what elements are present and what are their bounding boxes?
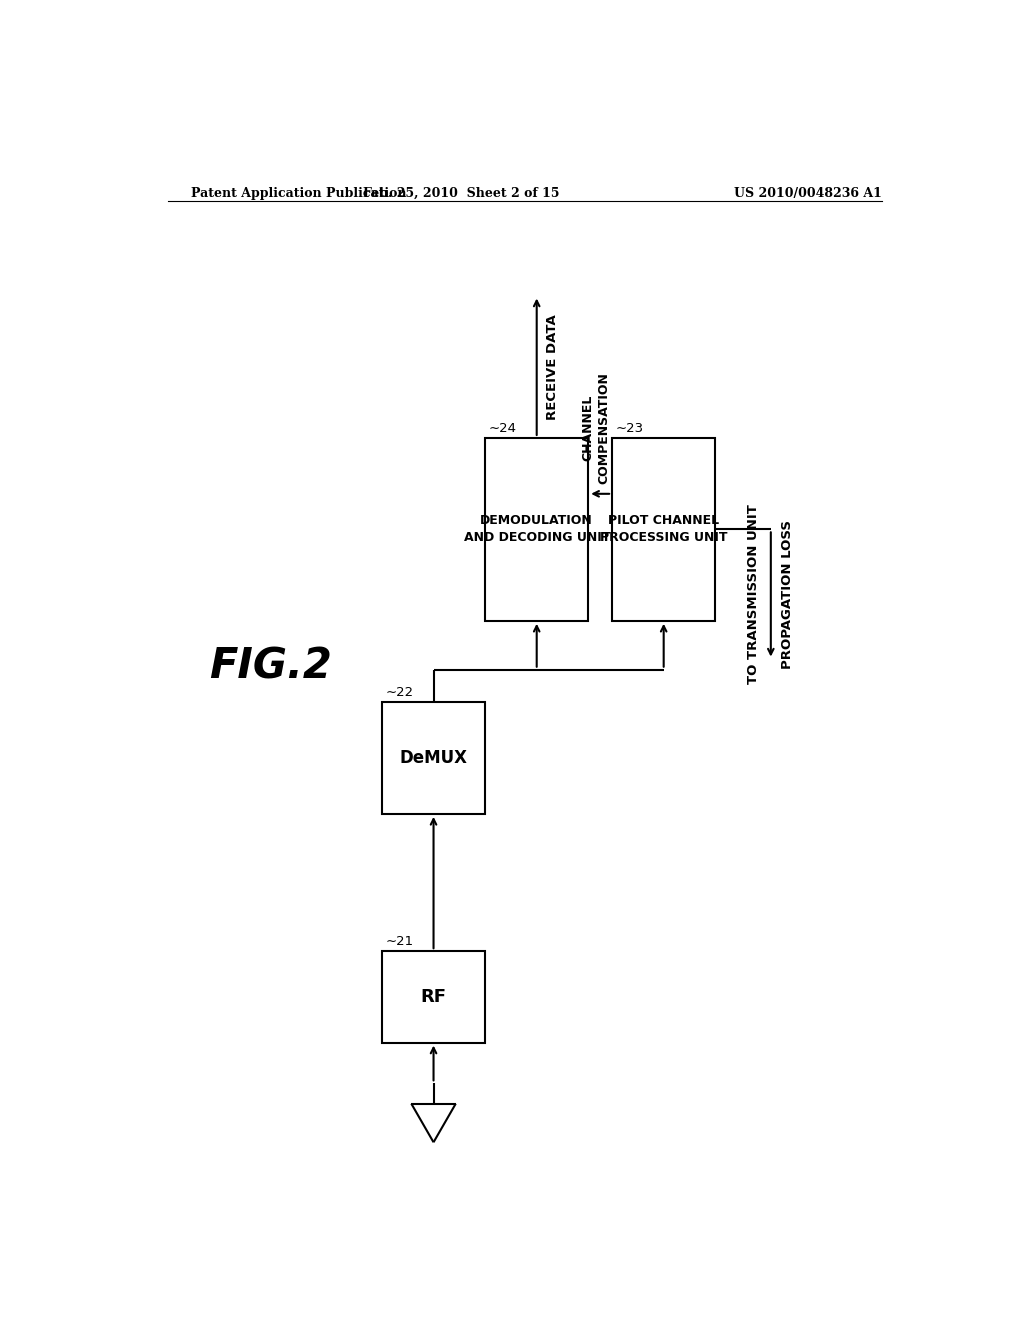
Text: RECEIVE DATA: RECEIVE DATA xyxy=(546,314,559,420)
Bar xyxy=(485,438,588,620)
Text: TO TRANSMISSION UNIT: TO TRANSMISSION UNIT xyxy=(748,504,761,684)
Text: PILOT CHANNEL
PROCESSING UNIT: PILOT CHANNEL PROCESSING UNIT xyxy=(600,515,727,544)
Text: RF: RF xyxy=(421,987,446,1006)
Text: CHANNEL
COMPENSATION: CHANNEL COMPENSATION xyxy=(582,372,610,483)
Text: ∼21: ∼21 xyxy=(386,935,414,948)
Bar xyxy=(382,702,485,814)
Text: PROPAGATION LOSS: PROPAGATION LOSS xyxy=(781,520,795,669)
Text: US 2010/0048236 A1: US 2010/0048236 A1 xyxy=(734,187,882,199)
Text: DEMODULATION
AND DECODING UNIT: DEMODULATION AND DECODING UNIT xyxy=(464,515,610,544)
Text: Feb. 25, 2010  Sheet 2 of 15: Feb. 25, 2010 Sheet 2 of 15 xyxy=(364,187,559,199)
Text: Patent Application Publication: Patent Application Publication xyxy=(191,187,407,199)
Text: ∼23: ∼23 xyxy=(616,422,644,434)
Text: ∼24: ∼24 xyxy=(489,422,517,434)
Text: FIG.2: FIG.2 xyxy=(210,645,332,688)
Text: DeMUX: DeMUX xyxy=(399,748,468,767)
Bar xyxy=(382,952,485,1043)
Bar xyxy=(612,438,716,620)
Text: ∼22: ∼22 xyxy=(386,686,414,700)
